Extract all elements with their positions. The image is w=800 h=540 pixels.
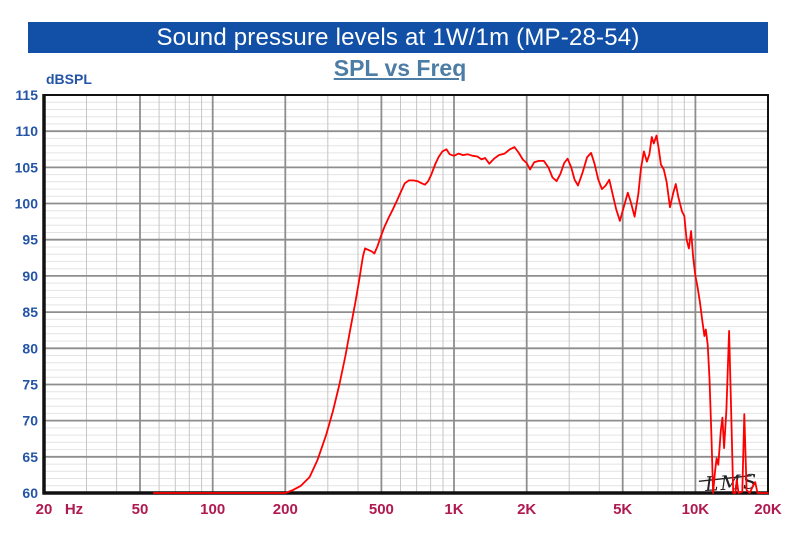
x-tick-label: 50 bbox=[132, 501, 149, 518]
y-tick-label: 110 bbox=[15, 123, 38, 139]
spl-curve bbox=[152, 134, 769, 494]
y-tick-label: 75 bbox=[22, 377, 38, 393]
x-tick-label: 20K bbox=[754, 501, 782, 518]
x-tick-label: 5K bbox=[613, 501, 632, 518]
x-tick-label: 200 bbox=[273, 501, 298, 518]
y-tick-label: 65 bbox=[22, 449, 38, 465]
x-tick-label: 500 bbox=[369, 501, 394, 518]
chart-title: Sound pressure levels at 1W/1m (MP-28-54… bbox=[156, 23, 640, 51]
y-tick-label: 115 bbox=[15, 87, 38, 103]
x-tick-label: 10K bbox=[682, 501, 710, 518]
x-tick-label: 100 bbox=[200, 501, 225, 518]
x-axis-unit-label: Hz bbox=[65, 501, 83, 518]
x-tick-label: 20 bbox=[36, 501, 53, 518]
x-tick-label: 2K bbox=[517, 501, 536, 518]
chart-subtitle: SPL vs Freq bbox=[333, 55, 467, 81]
x-tick-label: 1K bbox=[444, 501, 463, 518]
chart-title-bar: Sound pressure levels at 1W/1m (MP-28-54… bbox=[28, 22, 768, 53]
y-tick-label: 80 bbox=[22, 340, 38, 356]
y-tick-label: 70 bbox=[22, 413, 38, 429]
y-tick-label: 90 bbox=[22, 268, 38, 284]
y-tick-label: 85 bbox=[22, 304, 38, 320]
y-tick-label: 100 bbox=[15, 196, 39, 212]
y-axis-unit-label: dBSPL bbox=[46, 71, 92, 87]
y-tick-label: 95 bbox=[22, 232, 38, 248]
y-tick-label: 105 bbox=[15, 159, 39, 175]
y-tick-label: 60 bbox=[22, 485, 38, 501]
